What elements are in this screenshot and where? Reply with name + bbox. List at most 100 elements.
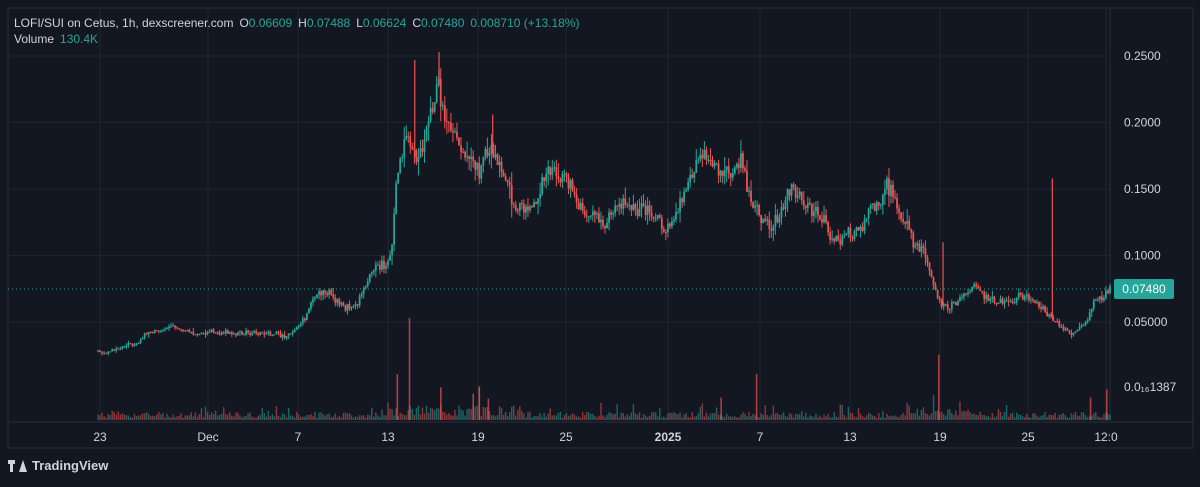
candle-body — [1021, 294, 1024, 300]
candle-body — [675, 212, 677, 220]
candle-body — [956, 301, 959, 306]
candle-body — [1013, 302, 1016, 304]
candle-body — [837, 235, 840, 241]
candle-body — [589, 215, 592, 217]
volume-bar — [275, 406, 278, 420]
volume-bar — [1018, 414, 1020, 420]
volume-bar — [367, 414, 369, 420]
candle-body — [125, 346, 128, 348]
candle-body — [739, 153, 742, 168]
volume-bar — [900, 414, 902, 420]
candle-body — [669, 223, 671, 227]
volume-bar — [711, 413, 714, 420]
volume-bar — [606, 414, 608, 420]
candle-body — [131, 344, 134, 346]
volume-bar — [717, 414, 720, 420]
volume-bar — [675, 413, 677, 420]
volume-bar — [947, 409, 949, 420]
volume-bar — [1054, 412, 1056, 420]
volume-bar — [618, 417, 620, 420]
volume-label[interactable]: Volume — [14, 32, 55, 46]
candle-body — [397, 172, 400, 184]
volume-bar — [462, 410, 464, 420]
volume-bar — [511, 406, 513, 420]
candle-body — [164, 328, 166, 330]
volume-bar — [872, 415, 874, 420]
volume-bar — [766, 415, 768, 420]
volume-bar — [851, 413, 854, 420]
volume-bar — [1062, 413, 1065, 420]
candle-body — [344, 305, 347, 311]
volume-bar — [269, 415, 272, 420]
candle-body — [279, 332, 282, 338]
volume-bar — [115, 414, 117, 420]
volume-spike — [720, 397, 722, 420]
volume-bar — [500, 407, 503, 420]
volume-bar — [963, 410, 965, 420]
tradingview-brand[interactable]: TradingView — [8, 458, 108, 473]
last-price-label: 0.07480 — [1122, 282, 1166, 296]
candle-body — [257, 333, 260, 335]
volume-bar — [429, 407, 432, 420]
candle-body — [529, 206, 531, 211]
volume-bar — [815, 413, 817, 420]
volume-bar — [170, 417, 172, 420]
candle-body — [161, 329, 164, 331]
volume-bar — [949, 409, 951, 420]
volume-bar — [324, 415, 326, 420]
candle-body — [900, 212, 903, 220]
volume-bar — [730, 416, 732, 420]
candle-body — [157, 330, 160, 332]
candle-body — [606, 222, 608, 229]
candle-body — [725, 166, 728, 170]
candle-body — [719, 170, 722, 176]
symbol-title[interactable]: LOFI/SUI on Cetus, 1h, dexscreener.com — [14, 16, 234, 30]
candle-body — [348, 304, 351, 309]
volume-bar — [681, 417, 683, 420]
candle-body — [514, 205, 517, 211]
volume-bar — [772, 405, 775, 420]
candle-body — [642, 203, 645, 206]
candle-body — [995, 302, 998, 304]
volume-bar — [137, 415, 140, 420]
volume-bar — [1046, 416, 1048, 420]
volume-bar — [255, 417, 257, 420]
candle-body — [565, 173, 568, 177]
candle-body — [484, 149, 487, 158]
candle-body — [500, 161, 503, 173]
candle-body — [285, 336, 288, 339]
volume-bar — [1026, 413, 1028, 420]
candle-body — [721, 170, 724, 177]
candle-body — [849, 227, 852, 238]
candle-body — [752, 202, 754, 208]
volume-bar — [616, 404, 618, 420]
candle-body — [387, 260, 389, 266]
volume-bar — [940, 411, 943, 420]
candle-body — [145, 333, 148, 335]
candle-body — [701, 154, 704, 159]
volume-bar — [249, 412, 251, 420]
volume-bar — [302, 416, 304, 420]
candle-body — [890, 184, 892, 196]
volume-bar — [537, 416, 539, 420]
y-tick-label: 0.2000 — [1124, 116, 1161, 130]
candle-body — [843, 234, 846, 237]
volume-bar — [405, 415, 407, 420]
candle-body — [587, 216, 590, 218]
volume-bar — [809, 415, 811, 420]
volume-spike — [937, 354, 940, 420]
volume-bar — [592, 413, 594, 420]
candle-body — [673, 219, 675, 222]
candle-body — [1094, 299, 1097, 301]
volume-bar — [494, 416, 497, 420]
candle-body — [1090, 308, 1093, 313]
volume-bar — [545, 416, 547, 420]
volume-bar — [600, 402, 602, 420]
candle-body — [228, 332, 231, 334]
volume-bar — [362, 415, 365, 420]
candle-body — [1050, 314, 1053, 318]
volume-bar — [150, 415, 152, 420]
candle-body — [356, 304, 359, 306]
